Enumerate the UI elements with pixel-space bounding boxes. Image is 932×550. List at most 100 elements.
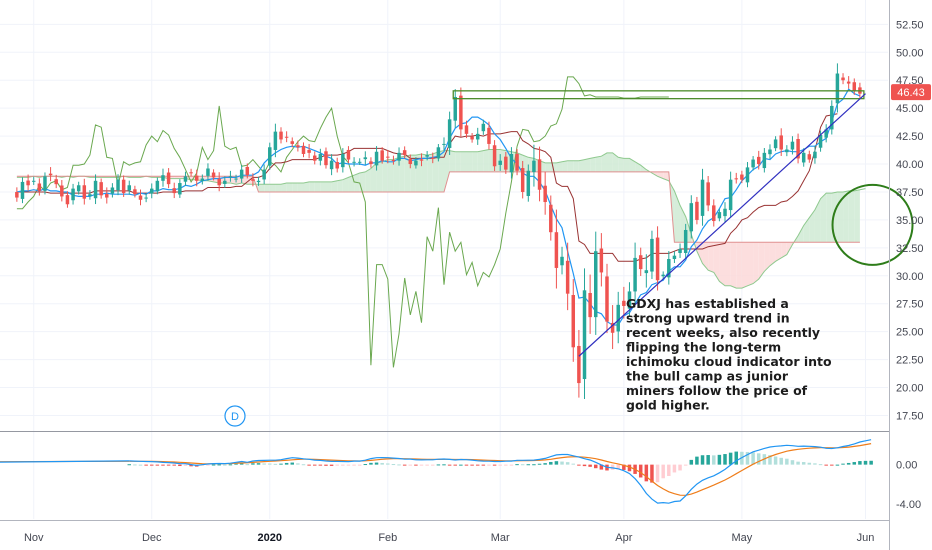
candle[interactable] [475,127,480,145]
candle[interactable] [402,146,407,159]
candle-body[interactable] [284,136,289,138]
candle-body[interactable] [31,180,36,182]
candle[interactable] [582,268,587,400]
candle[interactable] [599,233,604,287]
candle[interactable] [835,63,840,113]
candle[interactable] [740,170,744,184]
candle-body[interactable] [341,153,345,168]
candle-body[interactable] [610,322,615,333]
candle[interactable] [577,329,581,398]
candle[interactable] [335,157,339,173]
candle-body[interactable] [346,149,351,160]
candle-body[interactable] [425,155,429,157]
candle[interactable] [520,160,525,199]
candle[interactable] [841,73,845,85]
candle-body[interactable] [178,183,182,195]
candle[interactable] [71,183,75,205]
candle[interactable] [464,120,469,139]
candle[interactable] [594,231,598,335]
candle-body[interactable] [419,159,424,161]
candle[interactable] [346,146,351,164]
candle-body[interactable] [436,147,441,159]
candle[interactable] [756,150,761,170]
candle-body[interactable] [71,188,75,201]
candle-body[interactable] [830,105,834,130]
candle-body[interactable] [532,160,536,173]
candle-body[interactable] [374,151,379,166]
candle-body[interactable] [189,172,193,174]
candle[interactable] [492,140,497,171]
candle-body[interactable] [622,300,626,306]
candle[interactable] [509,147,514,179]
candle[interactable] [178,179,182,198]
candle[interactable] [532,144,536,187]
candle[interactable] [121,175,126,197]
candle[interactable] [425,151,429,161]
candle[interactable] [549,195,553,241]
candle[interactable] [678,243,682,258]
candle-body[interactable] [700,179,705,216]
candle-body[interactable] [431,157,435,159]
candle-body[interactable] [408,159,413,165]
candle[interactable] [773,136,778,152]
candle[interactable] [807,150,812,163]
candle[interactable] [712,199,716,227]
candle[interactable] [633,242,637,306]
candle-body[interactable] [380,150,384,161]
candle[interactable] [26,174,30,191]
candle-body[interactable] [93,180,98,199]
time-tick-label[interactable]: Feb [378,532,397,544]
candle-body[interactable] [638,255,643,270]
candle-body[interactable] [37,183,42,191]
candle-body[interactable] [138,195,143,200]
candle-body[interactable] [594,251,598,318]
candle[interactable] [852,78,857,95]
candle-body[interactable] [20,181,25,199]
candle-body[interactable] [357,161,362,163]
candle[interactable] [268,142,272,170]
candle-body[interactable] [627,291,632,309]
candle[interactable] [706,175,710,212]
candle-body[interactable] [211,172,216,178]
candle-body[interactable] [470,136,474,140]
candle-body[interactable] [459,95,463,130]
candle-body[interactable] [577,345,581,384]
candle[interactable] [251,173,255,187]
candle[interactable] [138,189,143,206]
candle-body[interactable] [801,152,806,163]
candle[interactable] [82,178,87,205]
candle[interactable] [386,150,390,164]
candle[interactable] [453,89,457,128]
candle[interactable] [526,164,531,202]
price-axis[interactable]: 52.5050.0047.5045.0042.5040.0037.5035.00… [896,19,924,422]
candle[interactable] [369,157,373,168]
candle-body[interactable] [655,237,660,281]
candle-body[interactable] [397,152,401,161]
candle-body[interactable] [633,257,637,292]
candle-body[interactable] [329,160,334,170]
candle[interactable] [638,247,643,276]
candle-body[interactable] [661,274,665,277]
candle[interactable] [655,226,660,291]
candle-body[interactable] [312,155,317,161]
time-tick-label[interactable]: May [731,532,752,544]
candle-body[interactable] [273,131,278,150]
candle-body[interactable] [520,168,525,192]
candle-body[interactable] [852,82,857,92]
candle[interactable] [20,177,25,204]
candle[interactable] [610,305,615,350]
candle[interactable] [43,172,47,195]
candle-body[interactable] [712,205,716,222]
candle-body[interactable] [537,159,542,190]
candle[interactable] [700,168,705,226]
candle[interactable] [622,286,626,319]
candle[interactable] [234,174,238,183]
candle[interactable] [605,263,609,334]
candle-body[interactable] [835,73,840,104]
candle[interactable] [397,147,401,166]
candle[interactable] [166,168,171,189]
candle[interactable] [133,185,137,198]
candle[interactable] [200,174,205,185]
time-tick-label[interactable]: Mar [491,532,510,544]
candle-body[interactable] [447,119,452,148]
